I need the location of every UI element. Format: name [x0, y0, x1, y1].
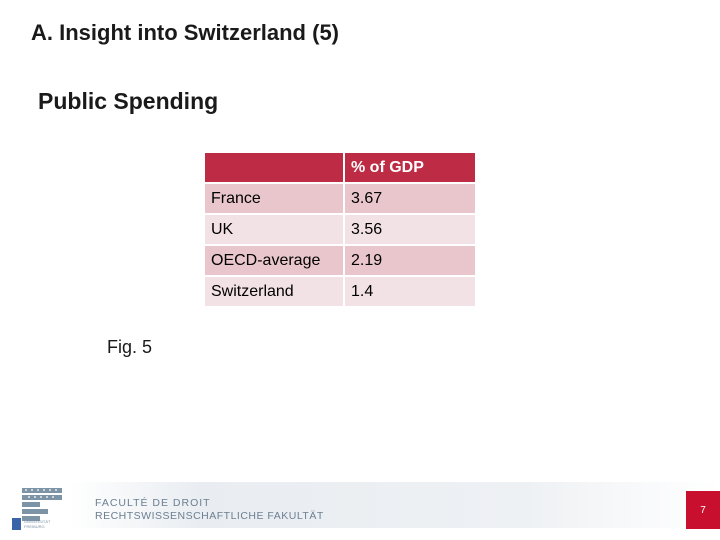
- footer-band: [70, 482, 720, 528]
- slide-title: A. Insight into Switzerland (5): [31, 20, 339, 45]
- table-header-gdp: % of GDP: [343, 151, 477, 184]
- university-logo: UNIVERSITÄT FREIBURG: [12, 488, 82, 535]
- table-cell-value: 2.19: [343, 244, 477, 277]
- faculty-line-2: RECHTSWISSENSCHAFTLICHE FAKULTÄT: [95, 510, 324, 522]
- page-number-badge: 7: [686, 491, 720, 529]
- spending-table: % of GDP France 3.67 UK 3.56 OECD-averag…: [203, 151, 477, 308]
- slide-subtitle: Public Spending: [38, 88, 219, 114]
- table-cell-value: 1.4: [343, 275, 477, 308]
- table-cell-value: 3.56: [343, 213, 477, 246]
- faculty-name: FACULTÉ DE DROIT RECHTSWISSENSCHAFTLICHE…: [95, 497, 324, 523]
- table-header-country: [203, 151, 345, 184]
- table-cell-country: France: [203, 182, 345, 215]
- table-cell-value: 3.67: [343, 182, 477, 215]
- table-cell-country: Switzerland: [203, 275, 345, 308]
- table-row: Switzerland 1.4: [203, 275, 477, 308]
- table-cell-country: UK: [203, 213, 345, 246]
- university-logo-icon: [12, 488, 62, 530]
- faculty-line-1: FACULTÉ DE DROIT: [95, 497, 211, 509]
- page-number: 7: [700, 504, 706, 516]
- table-row: France 3.67: [203, 182, 477, 215]
- logo-text: UNIVERSITÄT FREIBURG: [24, 519, 51, 529]
- table-cell-country: OECD-average: [203, 244, 345, 277]
- figure-label: Fig. 5: [107, 337, 153, 357]
- table-header-row: % of GDP: [203, 151, 477, 184]
- table-row: UK 3.56: [203, 213, 477, 246]
- table-row: OECD-average 2.19: [203, 244, 477, 277]
